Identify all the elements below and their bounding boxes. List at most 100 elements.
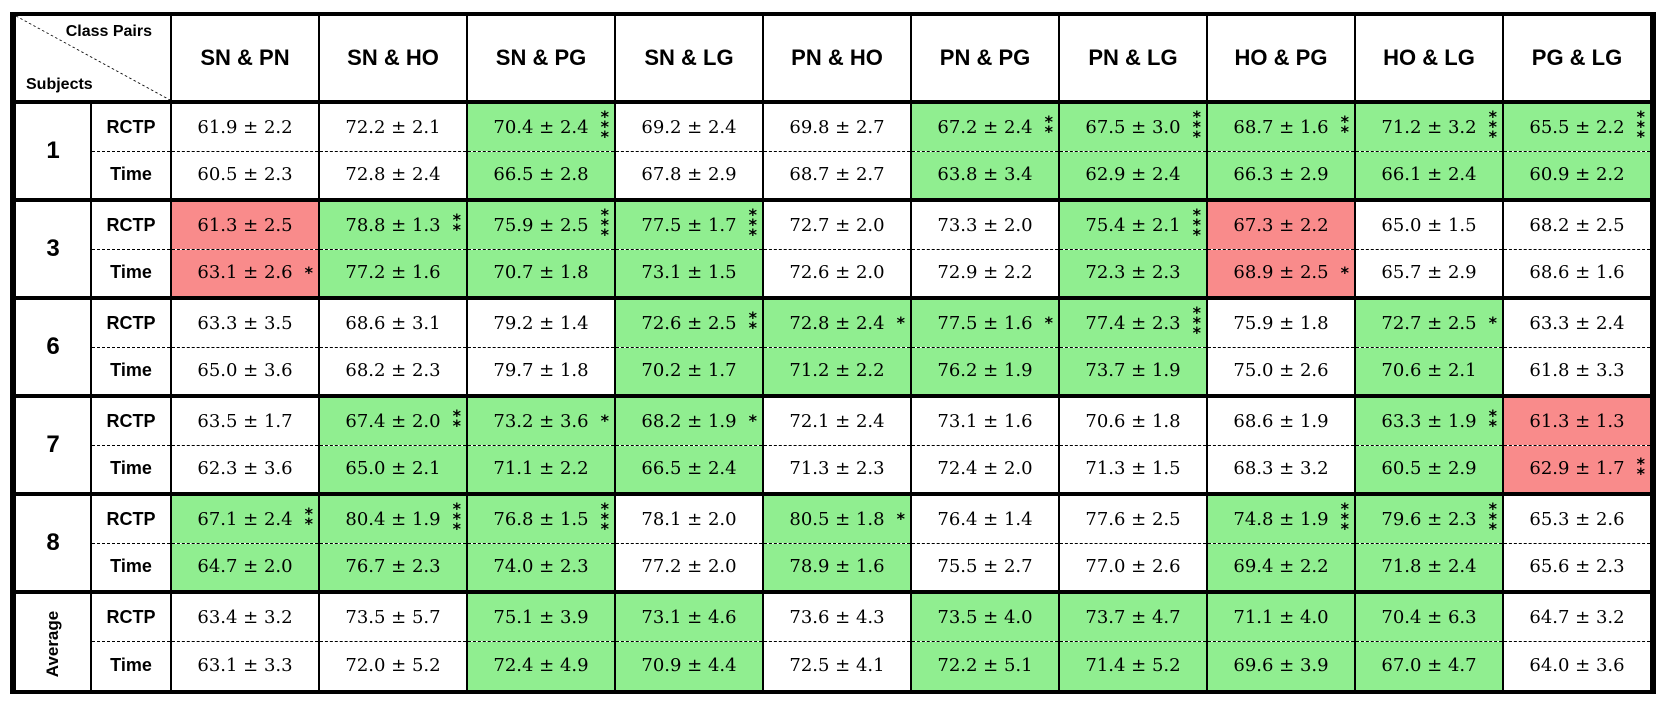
value-text: 70.6 ± 2.1 bbox=[1381, 360, 1477, 382]
value-text: 60.5 ± 2.3 bbox=[197, 164, 293, 186]
asterisk-icon: * bbox=[304, 504, 313, 524]
value-cell: 72.6 ± 2.0 bbox=[762, 249, 912, 300]
value-text: 77.6 ± 2.5 bbox=[1085, 508, 1181, 530]
asterisk-icon: * bbox=[1488, 519, 1497, 539]
subject-cell: 6 bbox=[14, 298, 92, 398]
value-text: 77.2 ± 2.0 bbox=[641, 556, 737, 578]
asterisk-icon: * bbox=[452, 519, 461, 539]
metric-label: Time bbox=[90, 347, 172, 398]
value-text: 64.0 ± 3.6 bbox=[1529, 655, 1625, 677]
value-cell: 67.8 ± 2.9 bbox=[614, 151, 764, 202]
value-text: 72.8 ± 2.4 bbox=[345, 164, 441, 186]
value-cell: 67.1 ± 2.4 * * bbox=[170, 494, 320, 544]
value-cell: 62.9 ± 2.4 bbox=[1058, 151, 1208, 202]
value-text: 80.4 ± 1.9 bbox=[345, 508, 441, 530]
asterisk-icon: * bbox=[748, 225, 757, 245]
value-text: 62.9 ± 2.4 bbox=[1085, 164, 1181, 186]
value-cell: 71.3 ± 2.3 bbox=[762, 445, 912, 496]
asterisk-icon: * bbox=[1192, 107, 1201, 127]
value-cell: 66.5 ± 2.4 bbox=[614, 445, 764, 496]
value-cell: 65.7 ± 2.9 bbox=[1354, 249, 1504, 300]
value-text: 68.6 ± 1.6 bbox=[1529, 262, 1625, 284]
value-cell: 73.7 ± 4.7 bbox=[1058, 590, 1208, 642]
asterisk-icon: * bbox=[600, 509, 609, 529]
value-text: 64.7 ± 3.2 bbox=[1529, 606, 1625, 628]
value-text: 78.8 ± 1.3 bbox=[345, 214, 441, 236]
significance-asterisks: * * bbox=[1637, 446, 1645, 491]
value-cell: 65.0 ± 2.1 bbox=[318, 445, 468, 496]
asterisk-icon: * bbox=[1488, 107, 1497, 127]
value-text: 70.4 ± 2.4 bbox=[493, 116, 589, 138]
value-text: 73.6 ± 4.3 bbox=[789, 606, 885, 628]
significance-asterisks: * * * bbox=[600, 104, 609, 150]
value-cell: 67.2 ± 2.4 * * bbox=[910, 102, 1060, 152]
significance-asterisks: * * * bbox=[1488, 496, 1497, 542]
value-text: 71.2 ± 2.2 bbox=[789, 360, 885, 382]
metric-label: RCTP bbox=[90, 396, 172, 446]
value-text: 76.2 ± 1.9 bbox=[937, 360, 1033, 382]
value-cell: 63.1 ± 3.3 bbox=[170, 641, 320, 690]
asterisk-icon: * bbox=[1488, 117, 1497, 137]
value-cell: 65.0 ± 3.6 bbox=[170, 347, 320, 398]
value-text: 70.9 ± 4.4 bbox=[641, 655, 737, 677]
value-cell: 72.6 ± 2.5 * * bbox=[614, 298, 764, 348]
value-text: 67.1 ± 2.4 bbox=[197, 508, 293, 530]
value-cell: 65.3 ± 2.6 bbox=[1502, 494, 1652, 544]
table-row: 8 RCTP 67.1 ± 2.4 * * 80.4 ± 1.9 * * * 76.8 ± 1.5… bbox=[14, 494, 1652, 594]
value-cell: 68.2 ± 2.5 bbox=[1502, 200, 1652, 250]
subject-label: 7 bbox=[46, 431, 60, 458]
value-cell: 72.2 ± 5.1 bbox=[910, 641, 1060, 690]
value-text: 63.3 ± 3.5 bbox=[197, 312, 293, 334]
column-header: PN & HO bbox=[762, 16, 912, 104]
value-text: 67.0 ± 4.7 bbox=[1381, 655, 1477, 677]
value-text: 71.1 ± 2.2 bbox=[493, 458, 589, 480]
significance-asterisks: * * bbox=[1341, 104, 1349, 150]
value-text: 61.8 ± 3.3 bbox=[1529, 360, 1625, 382]
value-cell: 69.6 ± 3.9 bbox=[1206, 641, 1356, 690]
value-cell: 75.9 ± 1.8 bbox=[1206, 298, 1356, 348]
significance-asterisks: * * * bbox=[1192, 104, 1201, 150]
value-text: 69.6 ± 3.9 bbox=[1233, 655, 1329, 677]
subject-label: 1 bbox=[46, 137, 60, 164]
value-text: 68.7 ± 2.7 bbox=[789, 164, 885, 186]
asterisk-icon: * bbox=[1488, 127, 1497, 147]
asterisk-icon: * bbox=[600, 117, 609, 137]
significance-asterisks: * * bbox=[453, 398, 461, 444]
value-text: 70.2 ± 1.7 bbox=[641, 360, 737, 382]
column-header: HO & PG bbox=[1206, 16, 1356, 104]
metric-label: RCTP bbox=[90, 200, 172, 250]
value-cell: 74.0 ± 2.3 bbox=[466, 543, 616, 594]
value-cell: 80.4 ± 1.9 * * * bbox=[318, 494, 468, 544]
significance-asterisks: * * * bbox=[1193, 300, 1201, 346]
value-text: 64.7 ± 2.0 bbox=[197, 556, 293, 578]
column-header: SN & HO bbox=[318, 16, 468, 104]
value-cell: 61.3 ± 1.3 bbox=[1502, 396, 1652, 446]
table-row: Average RCTP 63.4 ± 3.2 73.5 ± 5.7 75.1 ± 3.… bbox=[14, 590, 1652, 690]
value-text: 71.4 ± 5.2 bbox=[1085, 655, 1181, 677]
asterisk-icon: * bbox=[1488, 313, 1497, 333]
value-cell: 77.2 ± 1.6 bbox=[318, 249, 468, 300]
significance-asterisks: * * * bbox=[1341, 496, 1349, 542]
value-text: 77.4 ± 2.3 bbox=[1085, 312, 1181, 334]
value-text: 62.3 ± 3.6 bbox=[197, 458, 293, 480]
value-cell: 68.2 ± 2.3 bbox=[318, 347, 468, 398]
value-cell: 79.2 ± 1.4 bbox=[466, 298, 616, 348]
value-cell: 75.0 ± 2.6 bbox=[1206, 347, 1356, 398]
value-cell: 70.7 ± 1.8 bbox=[466, 249, 616, 300]
value-text: 63.4 ± 3.2 bbox=[197, 606, 293, 628]
significance-asterisks: * * * bbox=[748, 202, 757, 248]
value-text: 70.6 ± 1.8 bbox=[1085, 410, 1181, 432]
results-table-frame: Class Pairs Subjects SN & PN SN & HO SN … bbox=[10, 12, 1656, 694]
value-text: 68.2 ± 2.5 bbox=[1529, 214, 1625, 236]
value-text: 72.0 ± 5.2 bbox=[345, 655, 441, 677]
value-cell: 71.2 ± 2.2 bbox=[762, 347, 912, 398]
value-cell: 72.8 ± 2.4 bbox=[318, 151, 468, 202]
significance-asterisks: * bbox=[897, 300, 905, 346]
subject-label: Average bbox=[43, 610, 62, 678]
value-cell: 72.3 ± 2.3 bbox=[1058, 249, 1208, 300]
metric-label: Time bbox=[90, 543, 172, 594]
value-cell: 68.6 ± 3.1 bbox=[318, 298, 468, 348]
value-cell: 75.4 ± 2.1 * * * bbox=[1058, 200, 1208, 250]
asterisk-icon: * bbox=[748, 411, 757, 431]
value-text: 63.8 ± 3.4 bbox=[937, 164, 1033, 186]
